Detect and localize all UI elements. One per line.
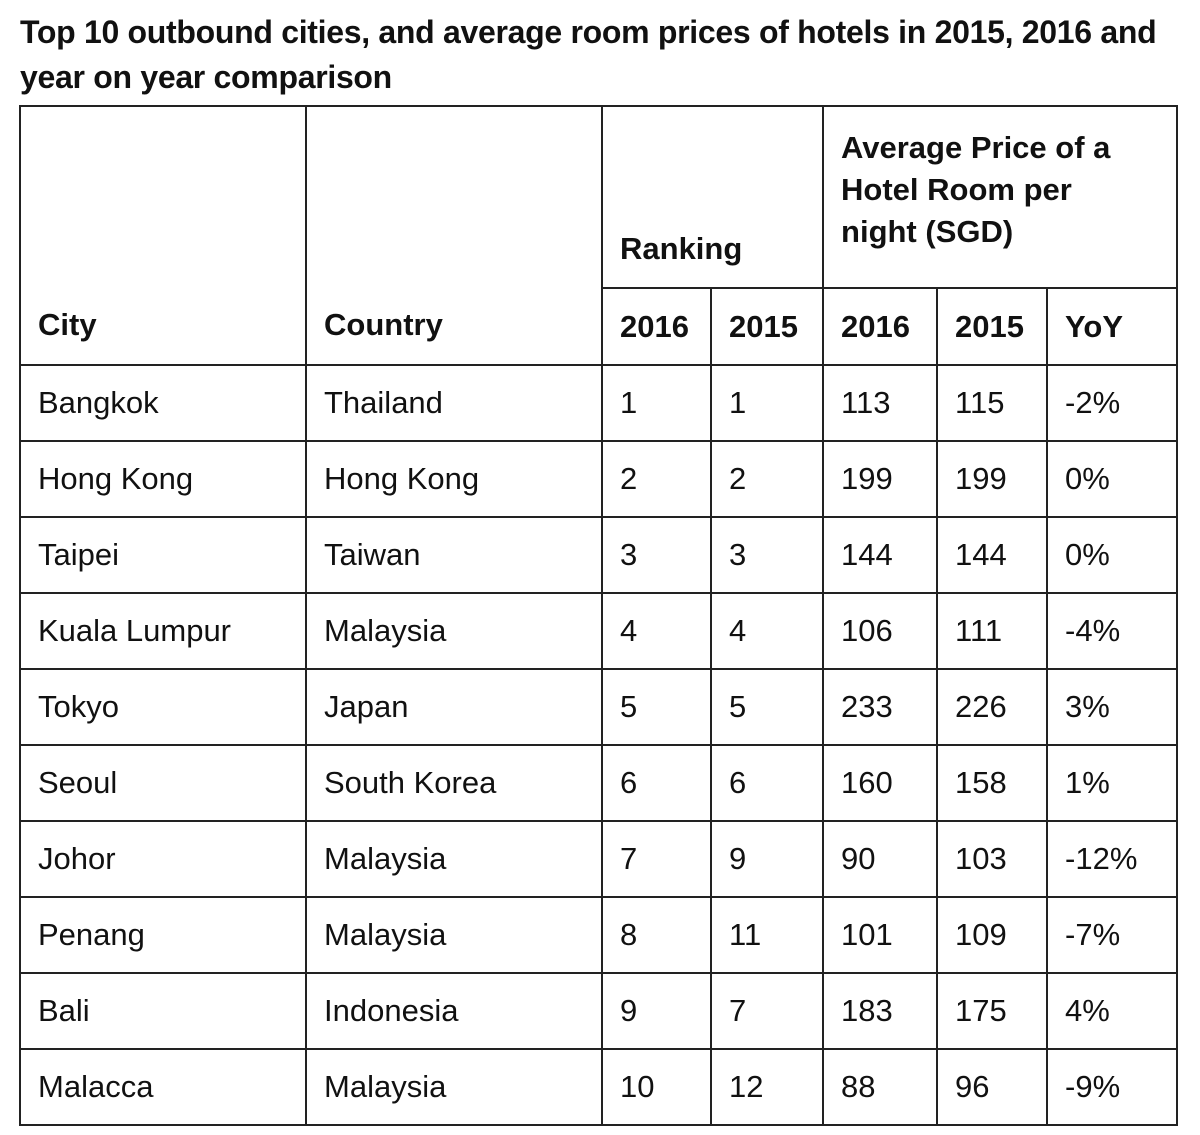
header-row-top: City Country Ranking Average Price of a …	[19, 105, 1179, 366]
cell-rank-2015: 7	[709, 972, 825, 1050]
cell-yoy: 0%	[1046, 516, 1179, 594]
cell-country: Japan	[305, 668, 603, 746]
cell-price-2016: 183	[822, 972, 939, 1050]
cell-country: Malaysia	[305, 1048, 603, 1126]
cell-rank-2016: 5	[601, 668, 712, 746]
header-row-sub: 2016 2015 2016 2015 YoY	[20, 287, 1179, 366]
header-average-price: Average Price of a Hotel Room per night …	[822, 105, 1179, 289]
table-row: Kuala Lumpur Malaysia 4 4 106 111 -4%	[19, 592, 1179, 670]
header-yoy: YoY	[1046, 287, 1179, 366]
cell-country: South Korea	[305, 744, 603, 822]
cell-rank-2015: 11	[709, 896, 825, 974]
header-ranking: Ranking	[600, 105, 825, 289]
cell-city: Penang	[19, 896, 307, 974]
cell-price-2016: 144	[822, 516, 939, 594]
cell-rank-2016: 1	[601, 364, 712, 442]
cell-price-2016: 101	[822, 896, 939, 974]
cell-city: Tokyo	[19, 668, 307, 746]
cell-country: Taiwan	[305, 516, 603, 594]
table-body: Bangkok Thailand 1 1 113 115 -2% Hong Kong Hong …	[19, 364, 1179, 1126]
cell-price-2016: 113	[822, 364, 939, 442]
cell-rank-2015: 4	[709, 592, 825, 670]
cell-price-2015: 115	[936, 364, 1049, 442]
cell-rank-2016: 4	[601, 592, 712, 670]
cell-yoy: 1%	[1046, 744, 1179, 822]
table-row: Bali Indonesia 9 7 183 175 4%	[19, 972, 1179, 1050]
cell-city: Taipei	[19, 516, 307, 594]
cell-rank-2016: 3	[601, 516, 712, 594]
cell-price-2016: 106	[822, 592, 939, 670]
cell-country: Thailand	[305, 364, 603, 442]
cell-price-2015: 111	[936, 592, 1049, 670]
table-row: Penang Malaysia 8 11 101 109 -7%	[19, 896, 1179, 974]
cell-city: Bali	[19, 972, 307, 1050]
cell-price-2015: 96	[936, 1048, 1049, 1126]
cell-rank-2015: 5	[709, 668, 825, 746]
cell-yoy: -12%	[1046, 820, 1179, 898]
cell-city: Bangkok	[19, 364, 307, 442]
cell-yoy: -7%	[1046, 896, 1179, 974]
header-city: City	[19, 105, 307, 366]
table-row: Tokyo Japan 5 5 233 226 3%	[19, 668, 1179, 746]
cell-yoy: -2%	[1046, 364, 1179, 442]
cell-rank-2015: 12	[709, 1048, 825, 1126]
cell-price-2016: 160	[822, 744, 939, 822]
table-title: Top 10 outbound cities, and average room…	[20, 14, 1157, 95]
cell-rank-2015: 6	[709, 744, 825, 822]
table-row: Taipei Taiwan 3 3 144 144 0%	[19, 516, 1179, 594]
header-country: Country	[305, 105, 603, 366]
cell-price-2015: 109	[936, 896, 1049, 974]
cell-rank-2015: 3	[709, 516, 825, 594]
cell-rank-2016: 8	[601, 896, 712, 974]
cell-price-2015: 199	[936, 440, 1049, 518]
header-rank-2015: 2015	[709, 287, 825, 366]
cell-country: Malaysia	[305, 820, 603, 898]
cell-price-2015: 175	[936, 972, 1049, 1050]
cell-rank-2015: 2	[709, 440, 825, 518]
cell-city: Kuala Lumpur	[19, 592, 307, 670]
table-row: Malacca Malaysia 10 12 88 96 -9%	[19, 1048, 1179, 1126]
cell-yoy: 4%	[1046, 972, 1179, 1050]
cell-rank-2016: 9	[601, 972, 712, 1050]
header-price-2016: 2016	[822, 287, 939, 366]
cell-yoy: 3%	[1046, 668, 1179, 746]
header-rank-2016: 2016	[601, 287, 712, 366]
cell-city: Johor	[19, 820, 307, 898]
cell-city: Hong Kong	[19, 440, 307, 518]
header-price-2015: 2015	[936, 287, 1049, 366]
cell-rank-2015: 1	[709, 364, 825, 442]
cell-country: Indonesia	[305, 972, 603, 1050]
cell-rank-2016: 6	[601, 744, 712, 822]
table-row: Seoul South Korea 6 6 160 158 1%	[19, 744, 1179, 822]
cell-yoy: 0%	[1046, 440, 1179, 518]
hotel-price-table: City Country Ranking Average Price of a …	[19, 105, 1179, 1126]
table-row: Bangkok Thailand 1 1 113 115 -2%	[19, 364, 1179, 442]
cell-country: Malaysia	[305, 896, 603, 974]
cell-rank-2016: 2	[601, 440, 712, 518]
cell-price-2016: 88	[822, 1048, 939, 1126]
cell-rank-2016: 7	[601, 820, 712, 898]
cell-rank-2015: 9	[709, 820, 825, 898]
cell-country: Hong Kong	[305, 440, 603, 518]
cell-city: Malacca	[19, 1048, 307, 1126]
cell-price-2016: 233	[822, 668, 939, 746]
cell-price-2015: 226	[936, 668, 1049, 746]
cell-yoy: -9%	[1046, 1048, 1179, 1126]
table-row: Johor Malaysia 7 9 90 103 -12%	[19, 820, 1179, 898]
cell-price-2015: 144	[936, 516, 1049, 594]
cell-price-2016: 90	[822, 820, 939, 898]
cell-yoy: -4%	[1046, 592, 1179, 670]
cell-price-2015: 158	[936, 744, 1049, 822]
cell-rank-2016: 10	[601, 1048, 712, 1126]
cell-country: Malaysia	[305, 592, 603, 670]
cell-city: Seoul	[19, 744, 307, 822]
cell-price-2016: 199	[822, 440, 939, 518]
cell-price-2015: 103	[936, 820, 1049, 898]
table-row: Hong Kong Hong Kong 2 2 199 199 0%	[19, 440, 1179, 518]
